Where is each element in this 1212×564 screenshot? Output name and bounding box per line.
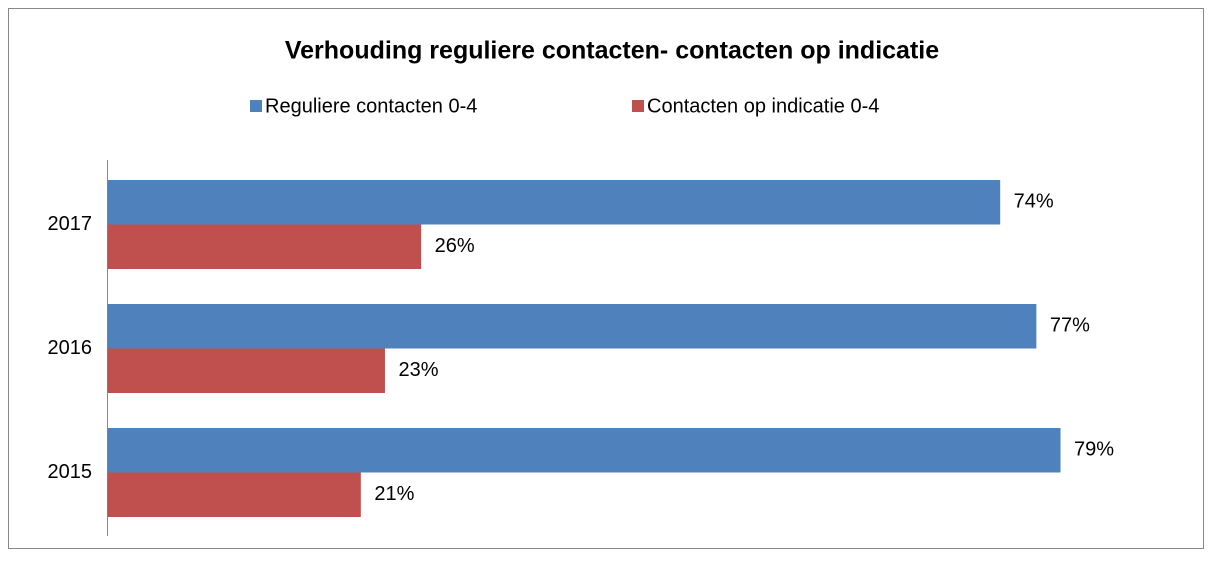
- legend-label: Contacten op indicatie 0-4: [647, 95, 879, 117]
- data-label: 23%: [398, 359, 438, 381]
- chart-title: Verhouding reguliere contacten- contacte…: [285, 37, 939, 65]
- data-label: 77%: [1050, 315, 1090, 337]
- data-label: 74%: [1014, 191, 1054, 213]
- bar: [107, 348, 385, 393]
- legend-label: Reguliere contacten 0-4: [265, 95, 477, 117]
- bar: [107, 472, 361, 517]
- y-tick-label: 2017: [48, 213, 93, 235]
- bar: [107, 224, 422, 269]
- y-tick-label: 2016: [48, 337, 93, 359]
- legend-swatch: [250, 100, 262, 112]
- bar: [107, 428, 1061, 473]
- data-label: 79%: [1074, 439, 1114, 461]
- legend-swatch: [632, 100, 644, 112]
- bar: [107, 180, 1001, 225]
- data-label: 26%: [435, 235, 475, 257]
- data-label: 21%: [374, 483, 414, 505]
- y-tick-label: 2015: [48, 461, 93, 483]
- bar: [107, 304, 1037, 349]
